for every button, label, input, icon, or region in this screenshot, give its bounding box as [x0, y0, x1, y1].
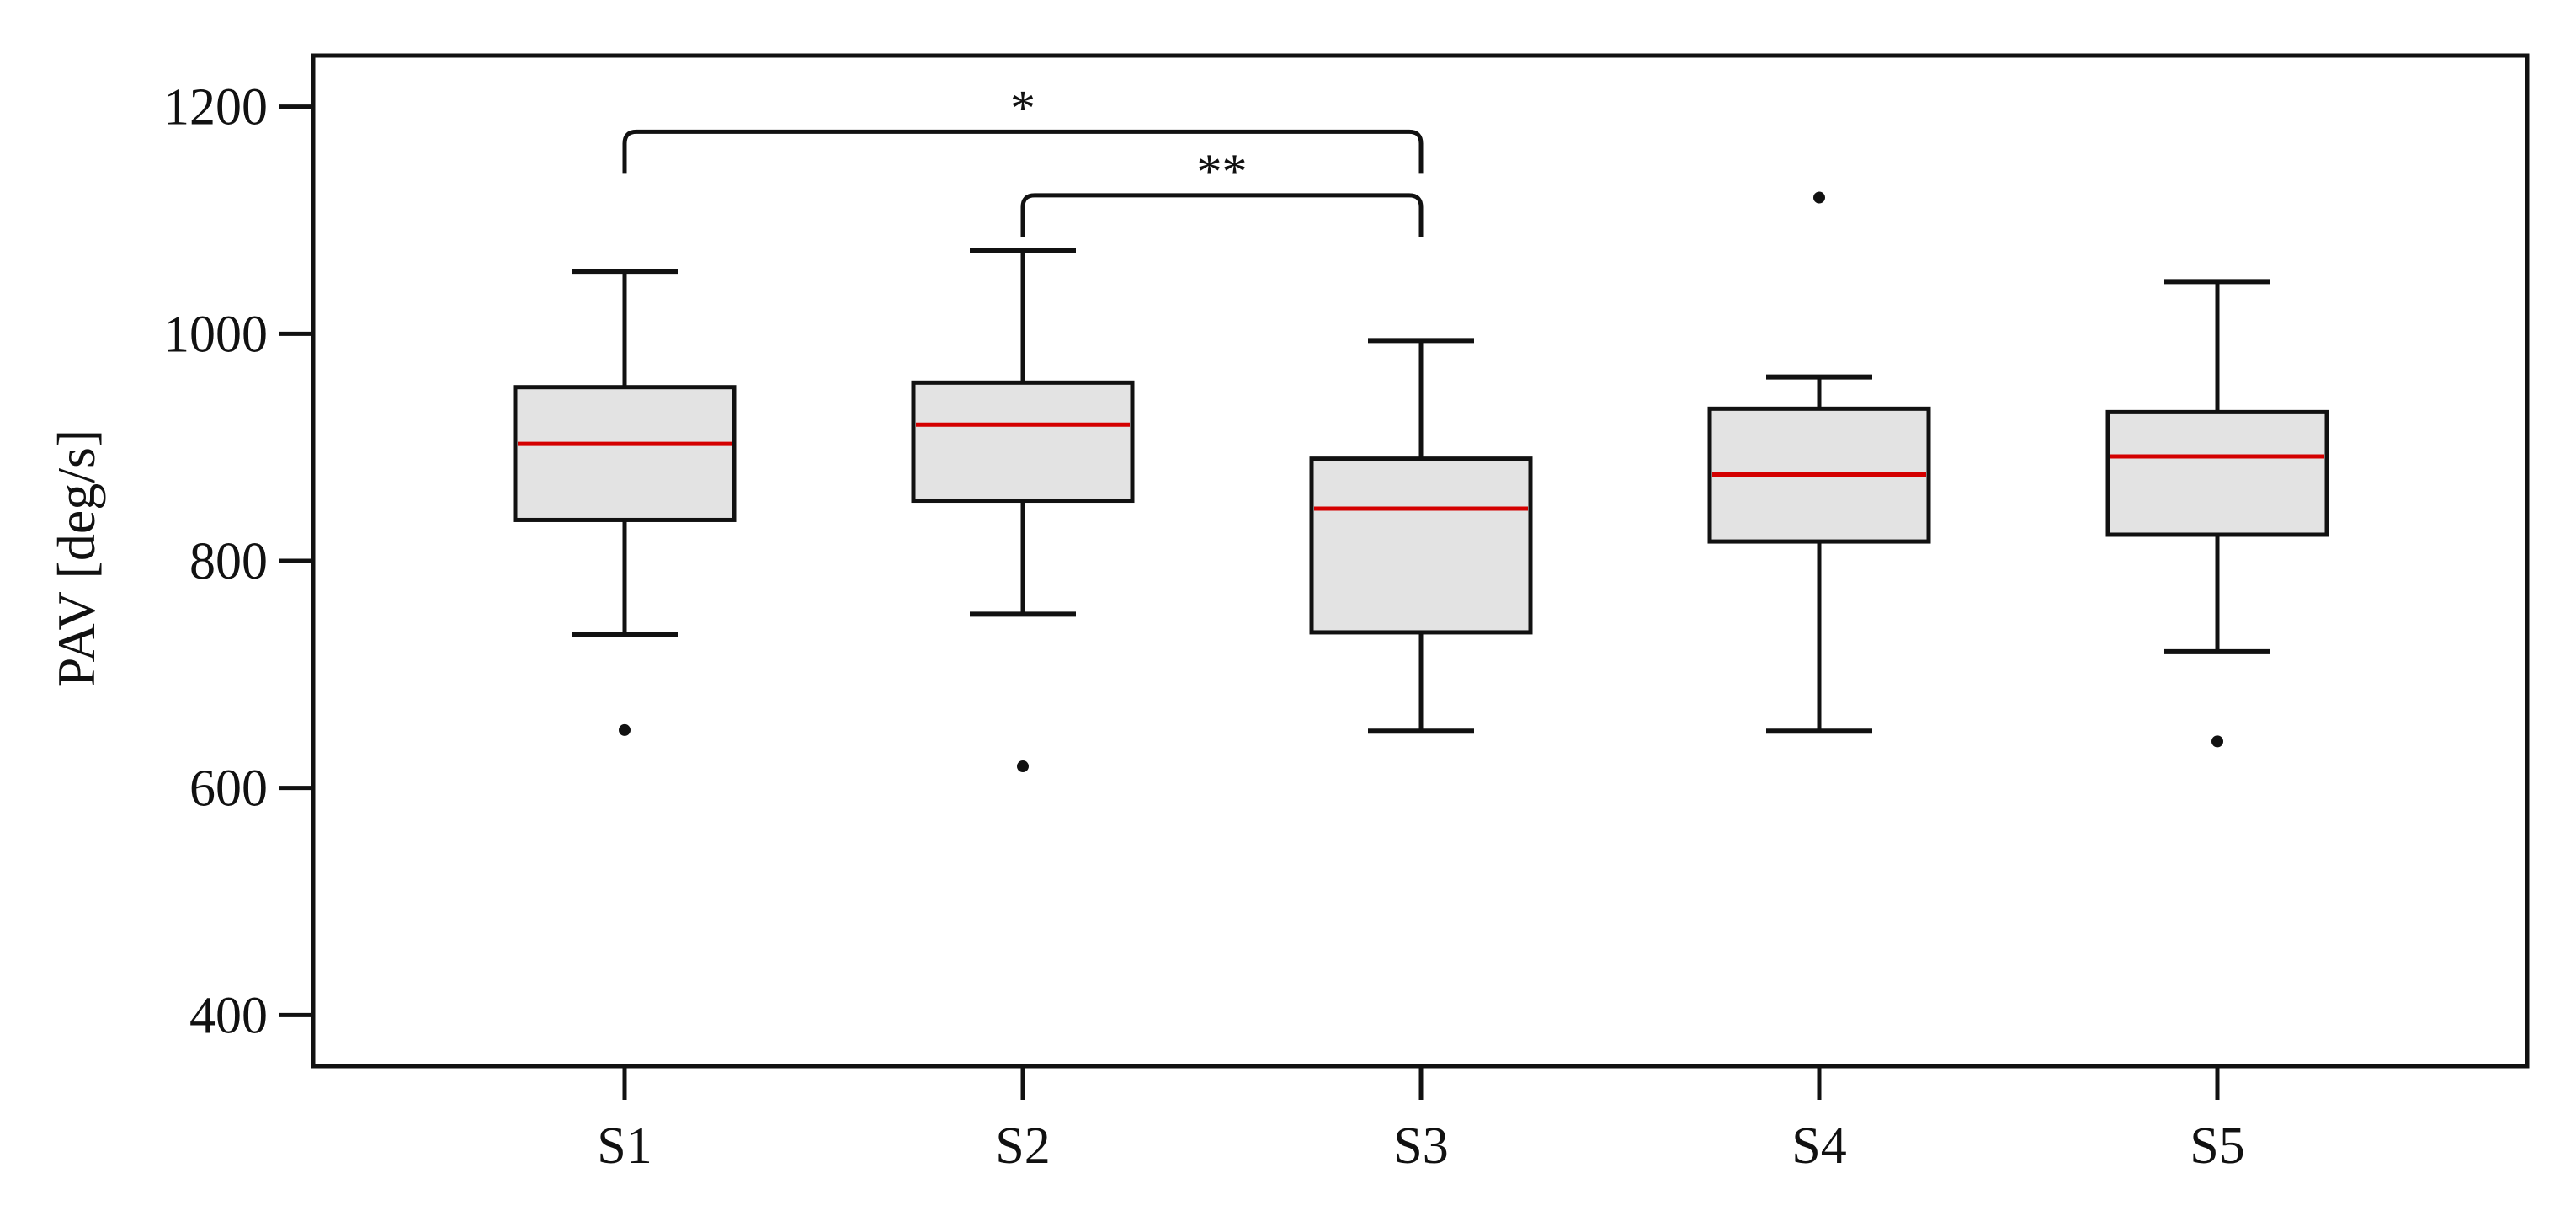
y-axis-title: PAV [deg/s] — [46, 429, 106, 687]
significance-label: ** — [1197, 144, 1248, 200]
significance-bracket — [1020, 193, 1424, 237]
y-tick-label: 400 — [189, 987, 268, 1044]
plot-area: *** — [513, 80, 2329, 773]
outlier-point — [1017, 760, 1029, 773]
significance-label: * — [1010, 80, 1035, 136]
box-s1 — [513, 385, 737, 522]
axes: 400 600 800 1000 1200 S1 S2 S3 S4 S5 — [163, 53, 2530, 1175]
y-tick-label: 1200 — [163, 79, 268, 136]
outlier-point — [1813, 191, 1825, 204]
y-tick-label: 600 — [189, 760, 268, 818]
x-tick-label: S3 — [1393, 1117, 1448, 1175]
y-tick-label: 1000 — [163, 306, 268, 363]
x-tick-label: S4 — [1791, 1117, 1846, 1175]
x-tick-label: S5 — [2190, 1117, 2244, 1175]
outlier-point — [2211, 735, 2223, 748]
box-s2 — [911, 380, 1135, 504]
box-s3 — [1309, 456, 1533, 635]
outlier-point — [619, 723, 631, 736]
y-tick-label: 800 — [189, 533, 268, 590]
significance-bracket — [622, 129, 1424, 174]
box-s5 — [2105, 409, 2329, 537]
x-tick-label: S1 — [597, 1117, 652, 1175]
x-tick-label: S2 — [995, 1117, 1050, 1175]
